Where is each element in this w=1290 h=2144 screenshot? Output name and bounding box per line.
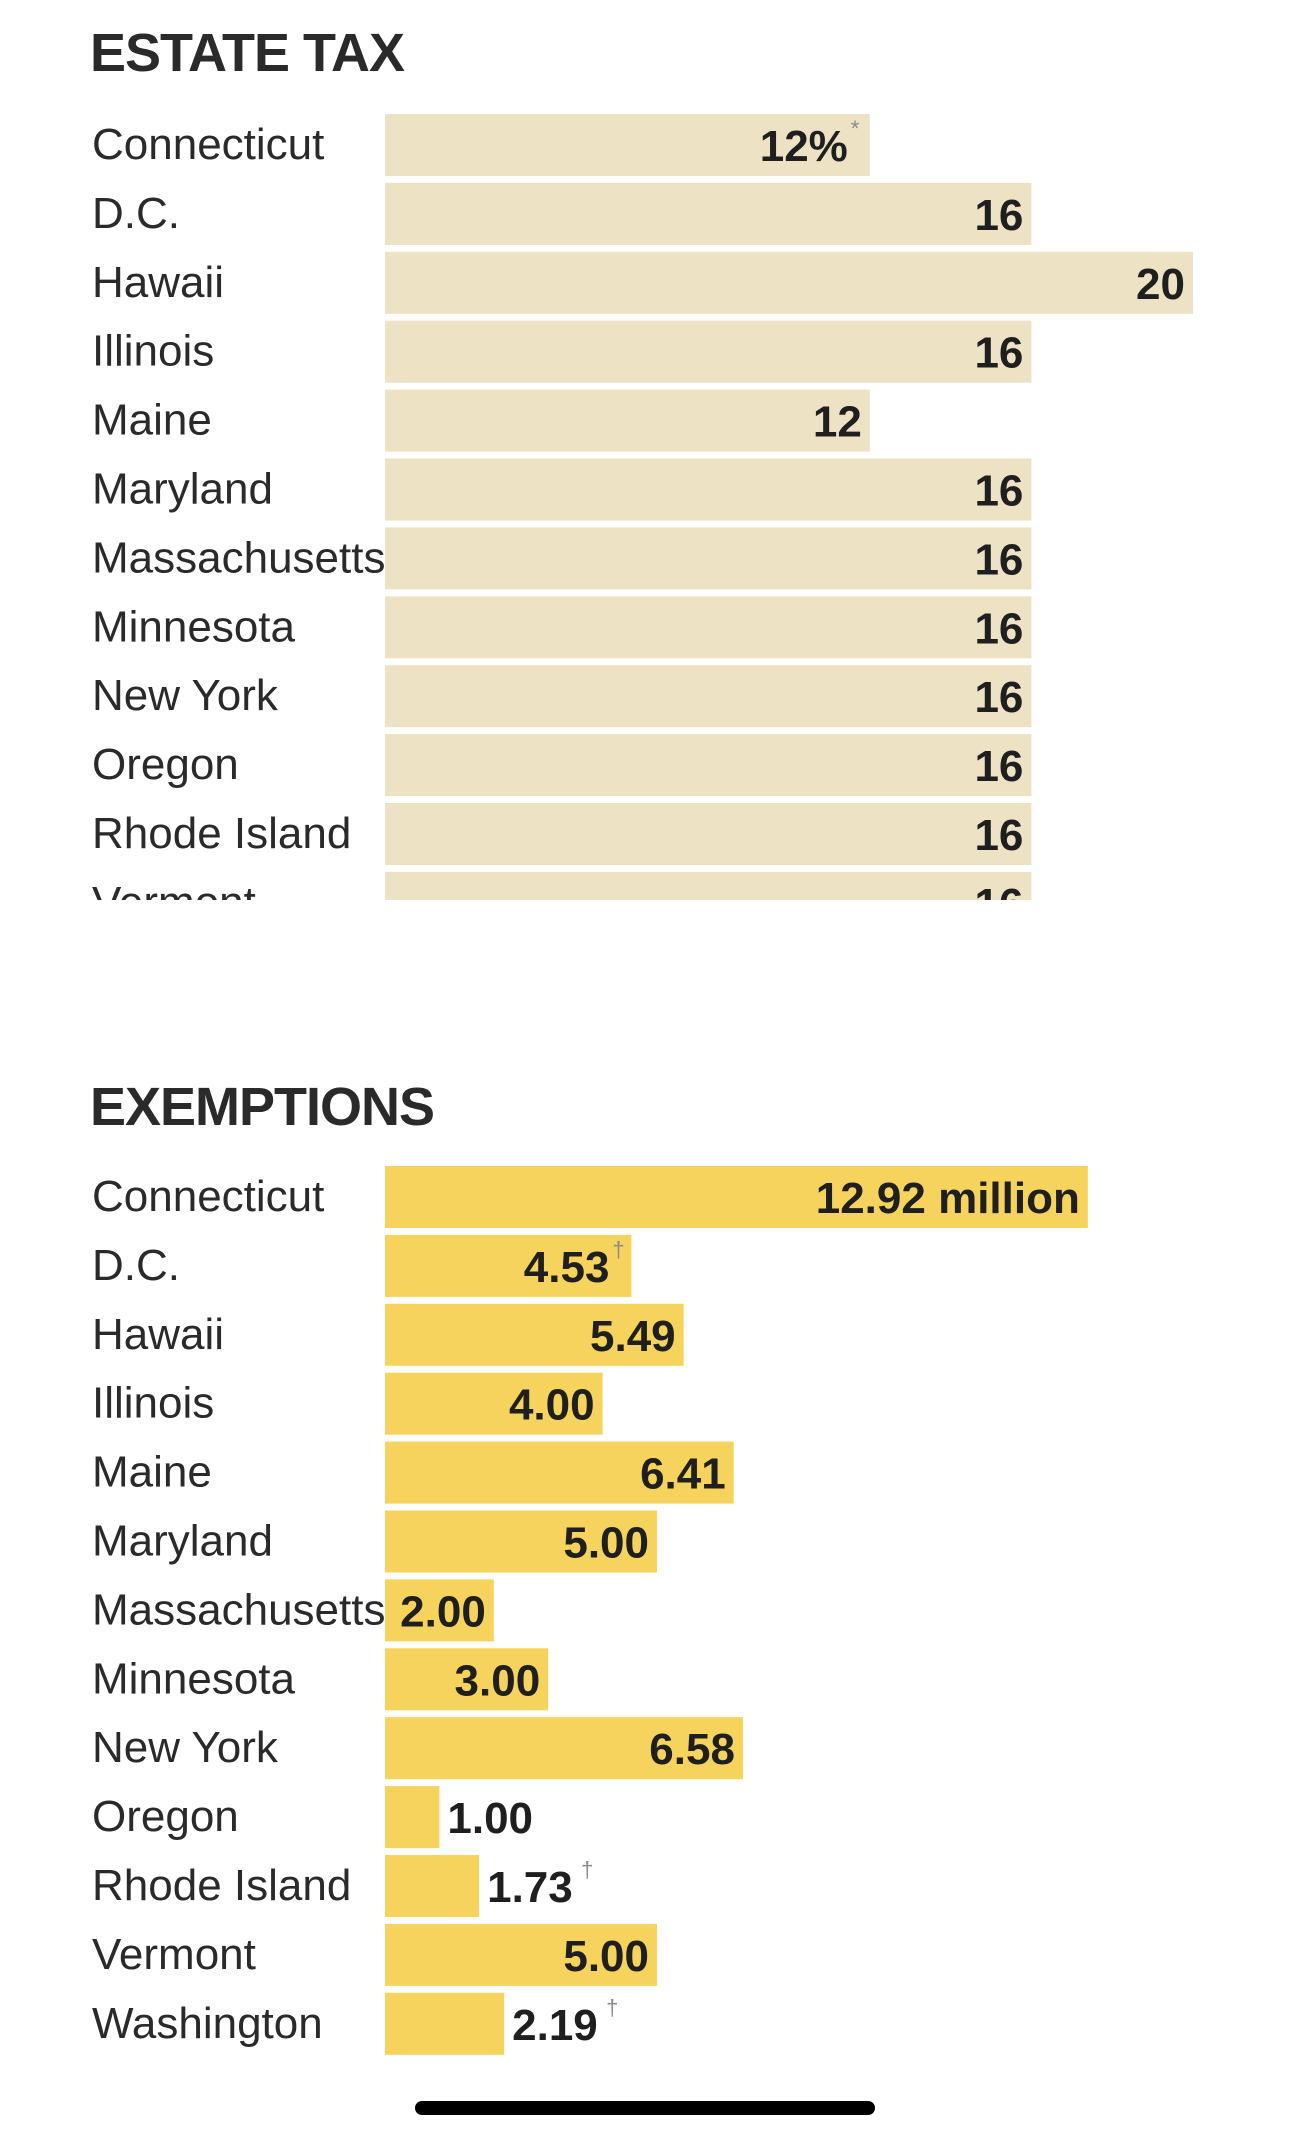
bar-hawaii bbox=[385, 251, 1193, 314]
bar-oregon bbox=[385, 734, 1032, 797]
bar-rhode-island bbox=[385, 1855, 480, 1917]
bar-oregon bbox=[385, 1786, 440, 1849]
category-label-rhode-island: Rhode Island bbox=[92, 809, 351, 858]
category-label-connecticut: Connecticut bbox=[92, 120, 324, 169]
category-label-maryland: Maryland bbox=[92, 465, 273, 514]
category-label-new-york: New York bbox=[92, 1723, 279, 1772]
bar-new-york bbox=[385, 1717, 743, 1780]
category-label-oregon: Oregon bbox=[92, 740, 239, 789]
bar-d-c bbox=[385, 1234, 632, 1297]
value-label-maryland: 5.00 bbox=[563, 1519, 649, 1568]
footnote-mark-d-c: † bbox=[612, 1237, 624, 1262]
bar-maryland bbox=[385, 1510, 657, 1573]
value-label-vermont: 16 bbox=[974, 880, 1023, 900]
category-label-massachusetts: Massachusetts bbox=[92, 533, 385, 582]
category-label-rhode-island: Rhode Island bbox=[92, 1861, 351, 1910]
value-label-washington: 2.19 bbox=[512, 2001, 598, 2050]
estate-tax-chart: Connecticut 12% * D.C. 16 Hawaii 20 Illinois 16 M… bbox=[92, 114, 1193, 900]
home-indicator[interactable] bbox=[415, 2101, 875, 2115]
value-label-massachusetts: 2.00 bbox=[400, 1587, 486, 1636]
category-label-connecticut: Connecticut bbox=[92, 1172, 324, 1221]
value-label-new-york: 6.58 bbox=[649, 1725, 735, 1774]
footnote-mark-rhode-island: † bbox=[581, 1857, 593, 1882]
bar-new-york bbox=[385, 665, 1032, 728]
value-label-oregon: 16 bbox=[974, 742, 1023, 791]
category-label-maine: Maine bbox=[92, 396, 212, 445]
category-label-illinois: Illinois bbox=[92, 1379, 214, 1428]
value-label-oregon: 1.00 bbox=[447, 1794, 533, 1843]
value-label-minnesota: 16 bbox=[974, 604, 1023, 653]
bar-maine bbox=[385, 389, 870, 452]
bar-connecticut bbox=[385, 114, 870, 176]
value-label-d-c: 4.53 bbox=[524, 1243, 610, 1292]
value-label-hawaii: 20 bbox=[1136, 260, 1185, 309]
value-label-maine: 6.41 bbox=[640, 1450, 726, 1499]
category-label-new-york: New York bbox=[92, 671, 279, 720]
bar-maine bbox=[385, 1441, 734, 1504]
category-label-minnesota: Minnesota bbox=[92, 1654, 296, 1703]
bar-connecticut bbox=[385, 1166, 1088, 1228]
category-label-minnesota: Minnesota bbox=[92, 602, 296, 651]
value-label-new-york: 16 bbox=[974, 673, 1023, 722]
category-label-hawaii: Hawaii bbox=[92, 258, 224, 307]
bar-illinois bbox=[385, 320, 1032, 383]
value-label-hawaii: 5.49 bbox=[590, 1312, 676, 1361]
bar-minnesota bbox=[385, 1648, 549, 1711]
bar-hawaii bbox=[385, 1303, 684, 1366]
value-label-rhode-island: 1.73 bbox=[487, 1863, 573, 1912]
bar-d-c bbox=[385, 182, 1032, 245]
exemptions-title: EXEMPTIONS bbox=[90, 1077, 435, 1137]
category-label-massachusetts: Massachusetts bbox=[92, 1585, 385, 1634]
category-label-oregon: Oregon bbox=[92, 1792, 239, 1841]
bar-massachusetts bbox=[385, 527, 1032, 590]
category-label-vermont: Vermont bbox=[92, 878, 256, 900]
category-label-hawaii: Hawaii bbox=[92, 1310, 224, 1359]
footnote-mark-connecticut: * bbox=[851, 116, 860, 141]
bar-minnesota bbox=[385, 596, 1032, 659]
value-label-d-c: 16 bbox=[974, 191, 1023, 240]
value-label-rhode-island: 16 bbox=[974, 811, 1023, 860]
bar-illinois bbox=[385, 1372, 603, 1435]
bar-vermont bbox=[385, 1923, 657, 1986]
bar-vermont bbox=[385, 871, 1032, 900]
bar-massachusetts bbox=[385, 1579, 494, 1642]
value-label-connecticut: 12.92 million bbox=[816, 1174, 1080, 1223]
category-label-vermont: Vermont bbox=[92, 1930, 256, 1979]
category-label-d-c: D.C. bbox=[92, 1241, 180, 1290]
estate-tax-title: ESTATE TAX bbox=[90, 23, 405, 83]
value-label-connecticut: 12% bbox=[760, 122, 848, 171]
value-label-maryland: 16 bbox=[974, 467, 1023, 516]
value-label-vermont: 5.00 bbox=[563, 1932, 649, 1981]
category-label-d-c: D.C. bbox=[92, 189, 180, 238]
bar-rhode-island bbox=[385, 803, 1032, 865]
value-label-minnesota: 3.00 bbox=[455, 1656, 541, 1705]
value-label-illinois: 16 bbox=[974, 329, 1023, 378]
category-label-maryland: Maryland bbox=[92, 1517, 273, 1566]
category-label-maine: Maine bbox=[92, 1448, 212, 1497]
category-label-illinois: Illinois bbox=[92, 327, 214, 376]
value-label-massachusetts: 16 bbox=[974, 535, 1023, 584]
bar-washington bbox=[385, 1992, 505, 2055]
footnote-mark-washington: † bbox=[606, 1995, 618, 2020]
value-label-illinois: 4.00 bbox=[509, 1381, 595, 1430]
category-label-washington: Washington bbox=[92, 1999, 323, 2048]
value-label-maine: 12 bbox=[813, 398, 862, 447]
bar-maryland bbox=[385, 458, 1032, 521]
